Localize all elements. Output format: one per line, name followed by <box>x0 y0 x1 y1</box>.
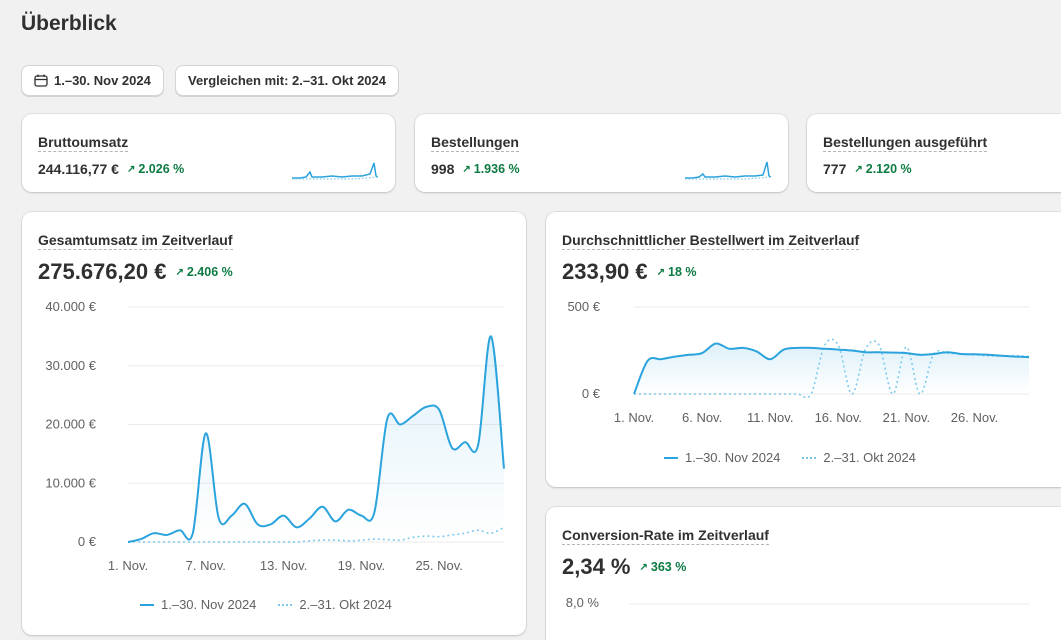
x-tick-label: 11. Nov. <box>747 410 793 425</box>
date-range-label: 1.–30. Nov 2024 <box>54 73 151 88</box>
x-tick-label: 1. Nov. <box>614 410 654 425</box>
chart-card-aov: Durchschnittlicher Bestellwert im Zeitve… <box>546 212 1061 487</box>
series-line-current <box>633 342 1030 395</box>
kpi-delta: ↗ 2.026 % <box>126 162 185 176</box>
chart-card-total-sales: Gesamtumsatz im Zeitverlauf 275.676,20 €… <box>22 212 526 635</box>
legend-swatch-current <box>664 456 678 459</box>
kpi-title: Bestellungen <box>431 134 519 152</box>
legend-current-label: 1.–30. Nov 2024 <box>161 597 257 612</box>
compare-label: Vergleichen mit: 2.–31. Okt 2024 <box>188 73 386 88</box>
x-tick-label: 16. Nov. <box>815 410 862 425</box>
kpi-value: 244.116,77 € <box>38 161 119 177</box>
kpi-value: 777 <box>823 161 847 177</box>
legend-previous-label: 2.–31. Okt 2024 <box>823 450 916 465</box>
y-tick-label: 8,0 % <box>566 595 600 610</box>
x-tick-label: 13. Nov. <box>260 558 307 573</box>
chart-delta: ↗ 18 % <box>656 265 697 279</box>
compare-button[interactable]: Vergleichen mit: 2.–31. Okt 2024 <box>175 65 399 96</box>
arrow-up-right-icon: ↗ <box>854 163 863 175</box>
x-tick-label: 19. Nov. <box>338 558 385 573</box>
arrow-up-right-icon: ↗ <box>462 163 471 175</box>
y-tick-label: 0 € <box>582 386 601 401</box>
kpi-title: Bestellungen ausgeführt <box>823 134 988 152</box>
y-tick-label: 500 € <box>567 299 600 314</box>
kpi-card-gross-sales[interactable]: Bruttoumsatz 244.116,77 € ↗ 2.026 % <box>22 114 395 192</box>
x-tick-label: 25. Nov. <box>415 558 462 573</box>
arrow-up-right-icon: ↗ <box>126 163 136 175</box>
arrow-up-right-icon: ↗ <box>639 561 648 573</box>
kpi-delta: ↗ 2.120 % <box>854 162 912 176</box>
legend-swatch-previous <box>802 456 817 459</box>
y-tick-label: 0 € <box>78 534 97 549</box>
series-line-current <box>127 335 505 543</box>
x-tick-label: 21. Nov. <box>883 410 930 425</box>
kpi-delta: ↗ 1.936 % <box>462 162 520 176</box>
kpi-value: 998 <box>431 161 455 177</box>
x-tick-label: 7. Nov. <box>186 558 226 573</box>
y-tick-label: 30.000 € <box>45 358 96 373</box>
legend-swatch-current <box>140 603 154 606</box>
legend-current-label: 1.–30. Nov 2024 <box>685 450 781 465</box>
y-tick-label: 40.000 € <box>45 299 96 314</box>
date-range-button[interactable]: 1.–30. Nov 2024 <box>21 65 164 96</box>
legend-swatch-previous <box>278 603 293 606</box>
chart-title: Conversion-Rate im Zeitverlauf <box>562 527 769 545</box>
sparkline <box>292 162 378 180</box>
chart-total-value: 2,34 % <box>562 554 631 579</box>
kpi-title: Bruttoumsatz <box>38 134 129 152</box>
x-tick-label: 1. Nov. <box>108 558 148 573</box>
arrow-up-right-icon: ↗ <box>175 266 184 278</box>
x-tick-label: 26. Nov. <box>951 410 998 425</box>
aov-line-chart: 500 € 0 € 1. Nov. 6. Nov. 11. Nov. 16. Nov. 21… <box>567 299 1030 425</box>
x-tick-label: 6. Nov. <box>682 410 722 425</box>
chart-title: Gesamtumsatz im Zeitverlauf <box>38 232 233 250</box>
chart-title: Durchschnittlicher Bestellwert im Zeitve… <box>562 232 860 250</box>
arrow-up-right-icon: ↗ <box>656 266 666 278</box>
y-tick-label: 20.000 € <box>45 417 96 432</box>
chart-delta: ↗ 2.406 % <box>175 265 233 279</box>
series-line-previous <box>634 338 1030 399</box>
chart-total-value: 275.676,20 € <box>38 259 167 284</box>
series-area-current <box>128 336 504 542</box>
chart-total-value: 233,90 € <box>562 259 648 284</box>
chart-delta: ↗ 363 % <box>639 560 687 574</box>
conversion-line-chart: 8,0 % <box>566 595 1029 610</box>
legend-previous-label: 2.–31. Okt 2024 <box>299 597 392 612</box>
sparkline <box>685 161 771 180</box>
page-title: Überblick <box>21 12 117 35</box>
series-area-current <box>634 343 1029 394</box>
calendar-icon <box>34 74 48 87</box>
chart-legend: 1.–30. Nov 2024 2.–31. Okt 2024 <box>140 597 392 612</box>
chart-legend: 1.–30. Nov 2024 2.–31. Okt 2024 <box>664 450 916 465</box>
sales-line-chart: 40.000 € 30.000 € 20.000 € 10.000 € 0 € 1. No… <box>45 299 505 573</box>
y-tick-label: 10.000 € <box>45 475 96 490</box>
kpi-card-orders-fulfilled[interactable]: Bestellungen ausgeführt 777 ↗ 2.120 % <box>807 114 1061 192</box>
kpi-card-orders[interactable]: Bestellungen 998 ↗ 1.936 % <box>415 114 788 192</box>
chart-card-conversion-rate: Conversion-Rate im Zeitverlauf 2,34 % ↗ 3… <box>546 507 1061 640</box>
